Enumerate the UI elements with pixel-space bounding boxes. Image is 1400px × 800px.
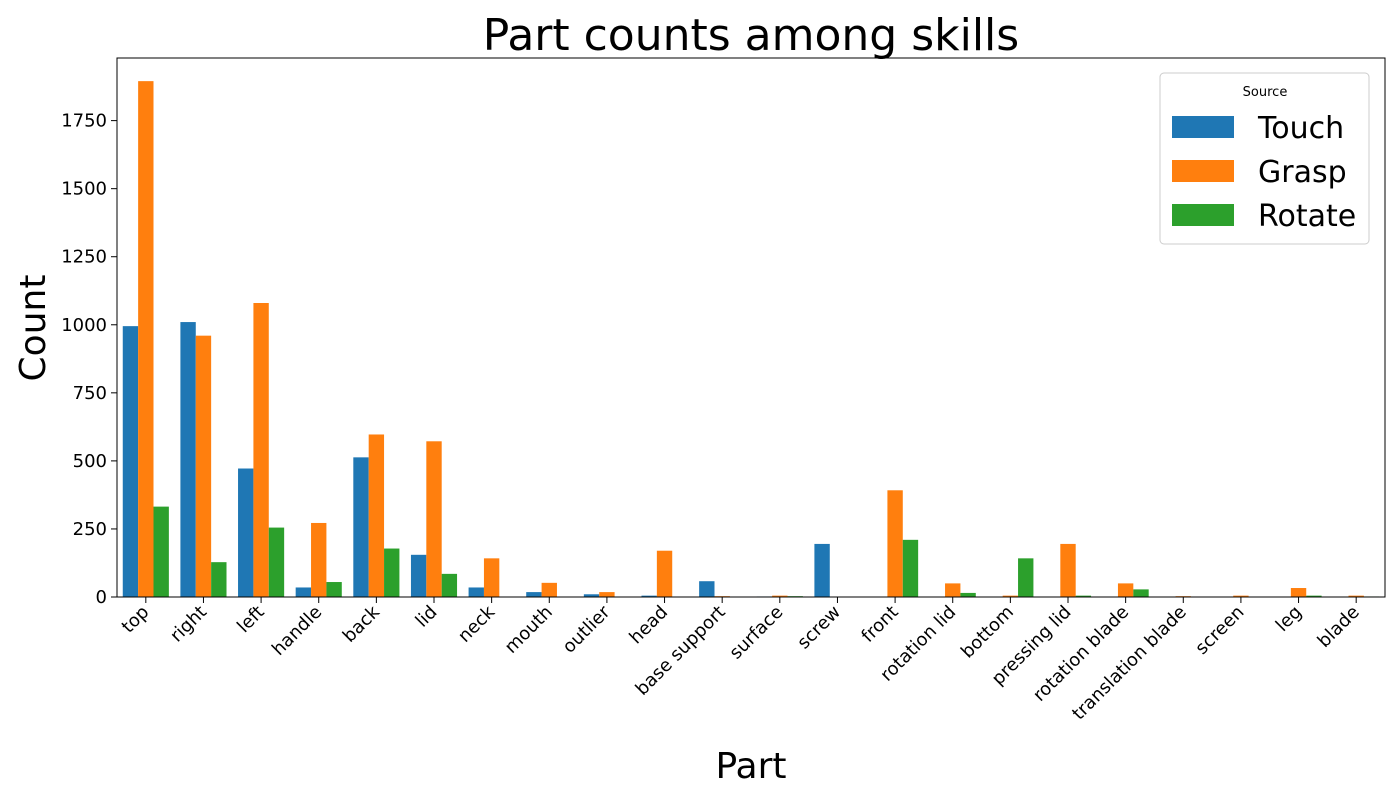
x-tick-label-screw: screw xyxy=(793,602,845,654)
legend-title: Source xyxy=(1243,85,1288,100)
bar-touch-outlier xyxy=(583,594,600,597)
bar-touch-top xyxy=(122,326,139,597)
x-tick-label-screen: screen xyxy=(1191,602,1248,659)
legend-swatch-touch xyxy=(1172,116,1234,138)
legend-frame xyxy=(1159,72,1370,245)
bar-grasp-rotation-blade xyxy=(1117,583,1134,597)
bar-rotate-right xyxy=(211,562,227,597)
bar-grasp-bottom xyxy=(1002,595,1019,597)
legend: Source Touch Grasp Rotate xyxy=(1159,72,1370,245)
bar-rotate-rotation-lid xyxy=(960,592,976,597)
y-axis-title: Count xyxy=(13,275,54,382)
x-tick-label-handle: handle xyxy=(268,602,326,660)
y-tick-label: 750 xyxy=(73,383,107,404)
bar-grasp-screen xyxy=(1233,595,1249,597)
y-tick-label: 0 xyxy=(96,587,107,608)
bar-grasp-mouth xyxy=(541,582,557,597)
y-tick-label: 1250 xyxy=(61,247,107,268)
x-tick-label-head: head xyxy=(625,602,672,649)
bar-rotate-pressing-lid xyxy=(1075,595,1092,597)
bar-touch-left xyxy=(238,468,254,597)
x-axis-title: Part xyxy=(715,746,786,787)
bar-rotate-lid xyxy=(441,573,458,597)
legend-swatch-grasp xyxy=(1172,160,1234,182)
plot-frame xyxy=(116,57,1386,598)
legend-label-rotate: Rotate xyxy=(1258,199,1356,234)
x-axis: top right left handle back lid neck mouth outlie… xyxy=(118,597,1364,724)
bar-rotate-rotation-blade xyxy=(1133,589,1149,597)
bar-grasp-front xyxy=(887,490,903,597)
y-axis: 0 250 500 750 1000 1250 1500 1750 xyxy=(61,111,117,608)
bar-grasp-rotation-lid xyxy=(945,583,961,597)
x-tick-label-front: front xyxy=(857,602,902,647)
y-tick-label: 1500 xyxy=(61,179,107,200)
x-tick-label-surface: surface xyxy=(725,602,787,664)
bars-group xyxy=(122,81,1380,597)
x-tick-label-neck: neck xyxy=(454,601,500,647)
y-tick-label: 250 xyxy=(73,519,107,540)
bar-grasp-back xyxy=(368,434,385,597)
bar-touch-neck xyxy=(468,587,484,597)
bar-touch-lid xyxy=(410,554,427,597)
bar-grasp-outlier xyxy=(599,592,615,597)
bar-touch-head xyxy=(641,595,657,597)
x-tick-label-left: left xyxy=(233,602,268,637)
bar-grasp-pressing-lid xyxy=(1060,543,1076,597)
bar-grasp-leg xyxy=(1290,588,1307,597)
bar-grasp-blade xyxy=(1348,595,1364,597)
x-tick-label-top: top xyxy=(118,602,154,638)
legend-items: Touch Grasp Rotate xyxy=(1172,111,1356,234)
x-tick-label-blade: blade xyxy=(1314,602,1364,652)
x-tick-label-lid: lid xyxy=(412,602,442,632)
bar-grasp-surface xyxy=(772,595,788,597)
bar-grasp-top xyxy=(138,81,154,597)
bar-rotate-leg xyxy=(1306,595,1322,597)
x-tick-label-outlier: outlier xyxy=(559,601,615,657)
bar-grasp-head xyxy=(656,550,673,597)
legend-label-touch: Touch xyxy=(1257,111,1344,146)
x-tick-label-leg: leg xyxy=(1272,602,1306,636)
bar-grasp-neck xyxy=(483,558,500,597)
bar-touch-right xyxy=(180,322,196,597)
bar-touch-back xyxy=(353,457,369,597)
bar-rotate-handle xyxy=(326,582,342,597)
bar-grasp-left xyxy=(253,303,269,597)
bar-grasp-handle xyxy=(311,522,327,597)
bar-touch-screw xyxy=(814,543,830,597)
bar-rotate-bottom xyxy=(1018,558,1034,597)
y-tick-label: 1750 xyxy=(61,111,107,132)
bar-grasp-lid xyxy=(426,441,442,597)
chart-title: Part counts among skills xyxy=(483,10,1019,61)
bar-touch-mouth xyxy=(526,592,542,597)
y-tick-label: 500 xyxy=(73,451,107,472)
legend-label-grasp: Grasp xyxy=(1258,155,1347,190)
x-tick-label-right: right xyxy=(166,602,211,647)
bar-rotate-left xyxy=(268,527,285,597)
bar-touch-base-support xyxy=(699,581,715,597)
bar-touch-handle xyxy=(295,587,312,597)
x-tick-label-back: back xyxy=(339,601,385,647)
x-tick-label-mouth: mouth xyxy=(501,602,557,658)
bar-rotate-top xyxy=(153,506,169,597)
bar-grasp-right xyxy=(195,335,212,597)
y-tick-label: 1000 xyxy=(61,315,107,336)
bar-rotate-back xyxy=(384,548,400,597)
bar-rotate-front xyxy=(902,539,919,597)
legend-swatch-rotate xyxy=(1172,204,1234,226)
